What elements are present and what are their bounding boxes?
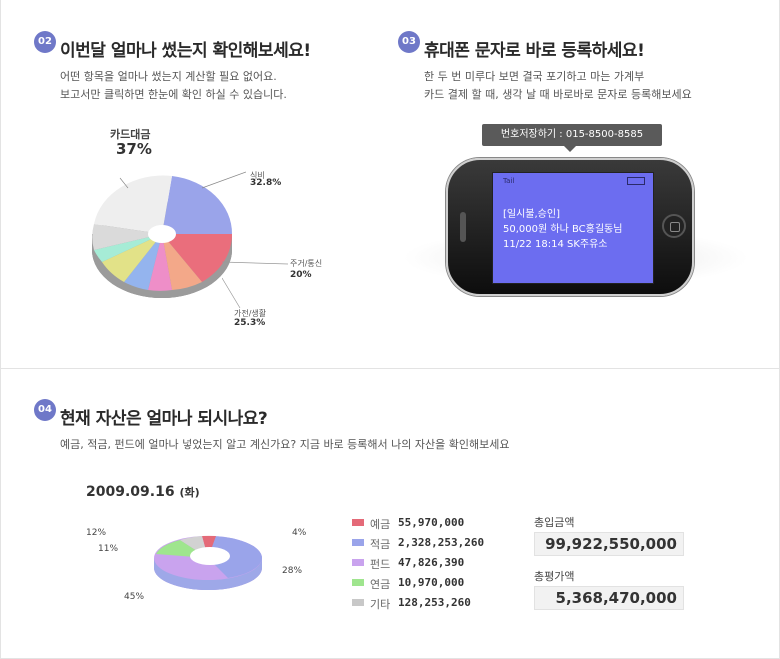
pie-label-housing: 주거/통신 [290,259,323,268]
section-title-sms: 휴대폰 문자로 바로 등록하세요! [424,41,645,61]
sms-line-3: 11/22 18:14 SK주유소 [503,239,608,250]
pie-label-living: 가전/생활 [234,309,267,318]
donut-label-fund: 45% [124,592,145,602]
legend-swatch [352,579,364,586]
donut-savings [208,536,262,578]
donut-label-other: 12% [86,528,107,538]
pie-slice-c [102,234,162,282]
pie-slice-e [92,224,162,250]
pie-hole [148,225,176,243]
legend-name: 기타 [370,598,391,611]
legend-name: 연금 [370,578,391,591]
phone-home-button-icon [662,214,686,238]
legend-swatch [352,599,364,606]
phone-screen: Tail [일시불,승인] 50,000원 하나 BC홍길동님 11/22 18… [492,172,654,284]
legend-value: 55,970,000 [398,516,465,529]
donut-label-savings: 28% [282,566,303,576]
legend-swatch [352,519,364,526]
sms-line-1: [일시불,승인] [503,209,560,220]
spending-pie-chart [92,171,246,298]
section-divider [0,368,780,369]
pie-value-housing: 20% [290,270,312,280]
donut-deposit [202,535,216,558]
pie-slice-a [148,234,172,291]
pie-slice-living [162,234,202,290]
pie-value-food: 32.8% [250,178,282,188]
pie-slice-d [94,234,162,262]
section-desc-spending-1: 어떤 항목을 얼마나 썼는지 계산할 필요 없어요. [60,70,277,83]
pie-slice-card [94,175,172,234]
leader-food [201,171,246,189]
section-desc-sms-1: 한 두 번 미루다 보면 결국 포기하고 마는 가계부 [424,70,645,83]
step-badge-02: 02 [34,31,56,53]
pie-value-living: 25.3% [234,318,266,328]
step-badge-04: 04 [34,399,56,421]
asset-donut-chart [154,535,262,590]
pie-slice-food [162,176,233,234]
legend-item-other: 기타 128,253,260 [352,596,512,611]
legend-swatch [352,539,364,546]
phone-status-bar: Tail [493,173,653,189]
total-eval-value: 5,368,470,000 [534,586,684,610]
legend-name: 예금 [370,518,391,531]
section-title-spending: 이번달 얼마나 썼는지 확인해보세요! [60,41,311,61]
asset-date: 2009.09.16 (화) [86,484,200,500]
total-deposit-value: 99,922,550,000 [534,532,684,556]
phone-speaker [460,212,466,242]
section-desc-spending-2: 보고서만 클릭하면 한눈에 확인 하실 수 있습니다. [60,88,287,101]
donut-label-pension: 11% [98,544,119,554]
legend-item-deposit: 예금 55,970,000 [352,516,512,531]
total-deposit-label: 총입금액 [534,516,575,529]
section-desc-assets: 예금, 적금, 펀드에 얼마나 넣었는지 알고 계신가요? 지금 바로 등록해서… [60,438,510,451]
legend-item-fund: 펀드 47,826,390 [352,556,512,571]
total-eval-label: 총평가액 [534,570,575,583]
sms-line-2: 50,000원 하나 BC홍길동님 [503,224,623,235]
pie-slice-b [124,234,162,290]
save-number-tooltip[interactable]: 번호저장하기 : 015-8500-8585 [482,124,662,152]
battery-icon [627,177,645,185]
legend-swatch [352,559,364,566]
phone-illustration: Tail [일시불,승인] 50,000원 하나 BC홍길동님 11/22 18… [446,158,694,296]
legend-value: 2,328,253,260 [398,536,485,549]
legend-item-pension: 연금 10,970,000 [352,576,512,591]
legend-value: 47,826,390 [398,556,465,569]
signal-icon: Tail [503,177,515,185]
asset-date-weekday: (화) [179,486,200,499]
legend-name: 적금 [370,538,391,551]
step-badge-03: 03 [398,31,420,53]
donut-hole [190,547,230,565]
legend-value: 128,253,260 [398,596,471,609]
pie-leaders-right [222,261,289,309]
section-title-assets: 현재 자산은 얼마나 되시나요? [60,409,268,429]
legend-name: 펀드 [370,558,391,571]
asset-date-value: 2009.09.16 [86,484,175,500]
legend-item-savings: 적금 2,328,253,260 [352,536,512,551]
pie-big-label: 카드대금 [110,128,151,141]
pie-label-food: 식비 [250,171,265,180]
pie-slice-housing [162,234,233,282]
sms-message: [일시불,승인] 50,000원 하나 BC홍길동님 11/22 18:14 S… [503,207,622,252]
section-desc-sms-2: 카드 결제 할 때, 생각 날 때 바로바로 문자로 등록해보세요 [424,88,692,101]
donut-label-deposit: 4% [292,528,307,538]
leader-card [119,177,129,189]
pie-big-value: 37% [116,140,152,158]
legend-value: 10,970,000 [398,576,465,589]
